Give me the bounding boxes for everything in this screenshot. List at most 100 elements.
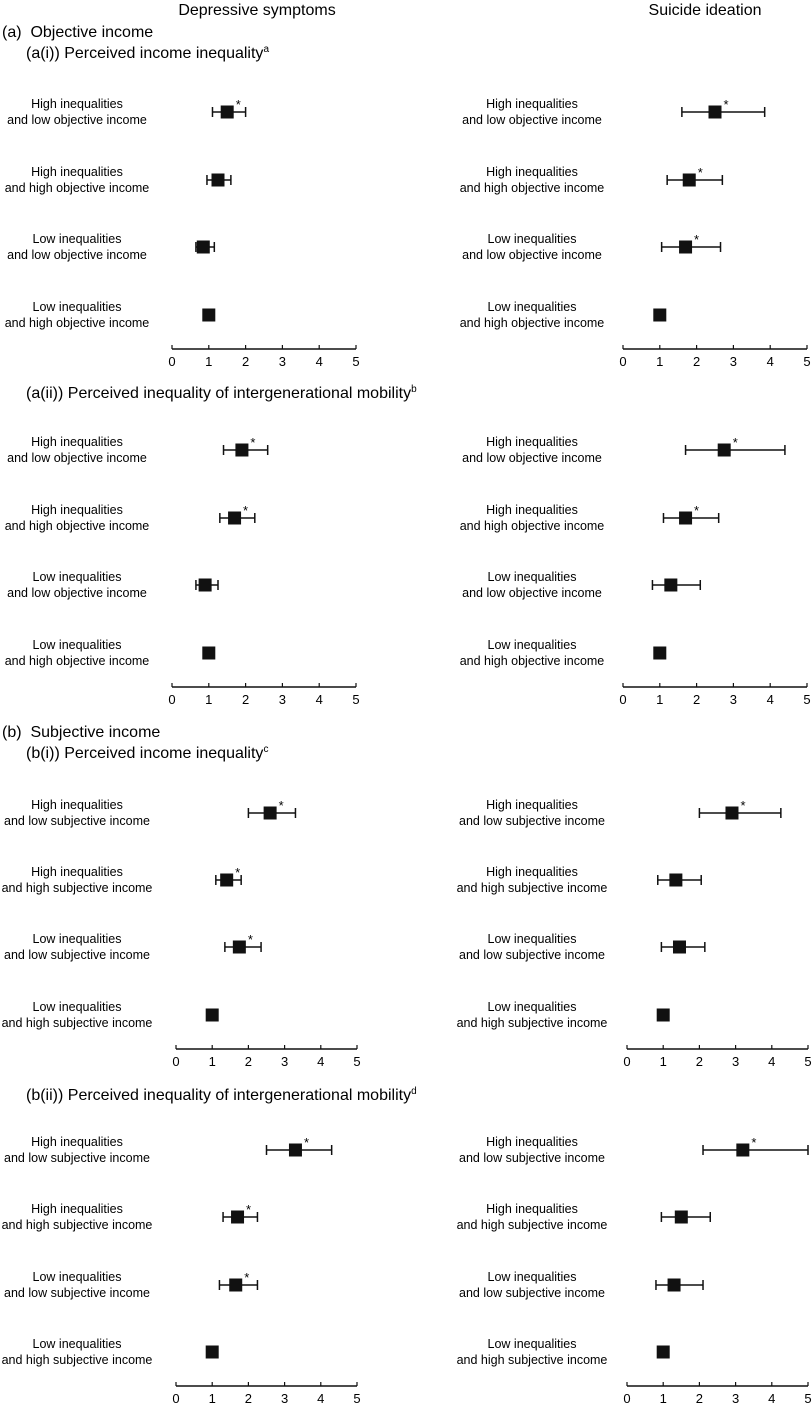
category-label: Low inequalities and low objective income <box>7 232 147 262</box>
category-label-line: and low subjective income <box>4 948 150 962</box>
point-estimate <box>653 308 667 322</box>
x-tick-label: 5 <box>803 354 810 369</box>
point-estimate <box>263 806 277 820</box>
category-label-line: High inequalities <box>486 1202 578 1216</box>
x-tick-label: 0 <box>168 692 175 707</box>
category-label: High inequalities and high objective inco… <box>5 503 150 533</box>
category-label: Low inequalities and high subjective inco… <box>457 1337 608 1367</box>
x-tick-label: 1 <box>209 1391 216 1406</box>
category-label-line: and low objective income <box>462 113 602 127</box>
significance-star: * <box>724 97 729 112</box>
x-tick-label: 2 <box>245 1054 252 1069</box>
category-label-line: High inequalities <box>486 1135 578 1149</box>
x-tick-label: 2 <box>693 354 700 369</box>
x-tick-label: 2 <box>242 354 249 369</box>
x-tick-label: 1 <box>660 1391 667 1406</box>
category-label: Low inequalities and low objective income <box>7 570 147 600</box>
category-label-line: High inequalities <box>486 435 578 449</box>
category-label: Low inequalities and high subjective inco… <box>2 1337 153 1367</box>
category-label-line: and high subjective income <box>457 1218 608 1232</box>
x-tick-label: 1 <box>656 692 663 707</box>
category-label-line: High inequalities <box>31 798 123 812</box>
significance-star: * <box>248 932 253 947</box>
category-label-line: and high objective income <box>5 519 150 533</box>
series-depressive: 0 1 2 3 4 5 High inequalities and low subjectiv… <box>2 798 361 1069</box>
category-label-line: High inequalities <box>31 165 123 179</box>
category-label: Low inequalities and high objective incom… <box>460 638 605 668</box>
x-tick-label: 3 <box>732 1054 739 1069</box>
x-tick-label: 4 <box>317 1391 324 1406</box>
x-tick-label: 3 <box>281 1054 288 1069</box>
x-tick-label: 3 <box>730 354 737 369</box>
category-label: Low inequalities and low subjective incom… <box>459 932 605 962</box>
category-label-line: High inequalities <box>486 503 578 517</box>
x-tick-label: 5 <box>353 1054 360 1069</box>
significance-star: * <box>243 503 248 518</box>
category-label-line: Low inequalities <box>488 932 577 946</box>
category-label-line: High inequalities <box>31 1135 123 1149</box>
category-label-line: and high subjective income <box>2 1218 153 1232</box>
x-tick-label: 0 <box>172 1054 179 1069</box>
x-tick-label: 3 <box>279 354 286 369</box>
x-tick-label: 4 <box>768 1391 775 1406</box>
significance-star: * <box>751 1135 756 1150</box>
category-label: High inequalities and low subjective inco… <box>459 1135 605 1165</box>
point-estimate <box>708 105 722 119</box>
x-tick-label: 5 <box>352 692 359 707</box>
x-tick-label: 2 <box>693 692 700 707</box>
x-tick-label: 5 <box>804 1054 811 1069</box>
category-label: Low inequalities and high objective incom… <box>5 300 150 330</box>
category-label-line: Low inequalities <box>33 1337 122 1351</box>
category-label-line: and high subjective income <box>2 1353 153 1367</box>
category-label-line: High inequalities <box>486 798 578 812</box>
category-label-line: and high subjective income <box>457 1353 608 1367</box>
category-label-line: Low inequalities <box>33 570 122 584</box>
category-label-line: and high objective income <box>5 316 150 330</box>
series-suicide: 0 1 2 3 4 5 High inequalities and low subjectiv… <box>457 1135 812 1406</box>
category-label-line: High inequalities <box>31 1202 123 1216</box>
category-label: High inequalities and high subjective inc… <box>2 865 153 895</box>
point-estimate <box>220 105 234 119</box>
x-tick-label: 1 <box>205 354 212 369</box>
x-tick-label: 3 <box>279 692 286 707</box>
panel-subtitle: (a(i)) Perceived income inequalitya <box>26 44 269 62</box>
category-label-line: High inequalities <box>486 165 578 179</box>
category-label: High inequalities and high objective inco… <box>460 165 605 195</box>
category-label: High inequalities and high objective inco… <box>5 165 150 195</box>
point-estimate <box>682 173 696 187</box>
significance-star: * <box>733 435 738 450</box>
category-label-line: and low subjective income <box>4 814 150 828</box>
panel-subtitle: (a(ii)) Perceived inequality of intergen… <box>26 384 417 402</box>
category-label: High inequalities and high subjective inc… <box>2 1202 153 1232</box>
category-label-line: and low objective income <box>7 113 147 127</box>
category-label: High inequalities and high objective inco… <box>460 503 605 533</box>
category-label: High inequalities and low subjective inco… <box>459 798 605 828</box>
significance-star: * <box>236 97 241 112</box>
category-label-line: Low inequalities <box>33 932 122 946</box>
x-tick-label: 4 <box>316 692 323 707</box>
significance-star: * <box>279 798 284 813</box>
category-label: Low inequalities and low subjective incom… <box>4 1270 150 1300</box>
x-tick-label: 1 <box>656 354 663 369</box>
category-label-line: and low objective income <box>462 248 602 262</box>
category-label-line: and high objective income <box>460 181 605 195</box>
significance-star: * <box>244 1270 249 1285</box>
x-tick-label: 4 <box>767 692 774 707</box>
category-label-line: and low objective income <box>462 451 602 465</box>
category-label-line: and high subjective income <box>457 881 608 895</box>
point-estimate <box>664 578 678 592</box>
category-label-line: and high subjective income <box>2 881 153 895</box>
category-label: High inequalities and low objective incom… <box>7 97 147 127</box>
category-label-line: and low objective income <box>7 586 147 600</box>
category-label-line: and low subjective income <box>459 948 605 962</box>
panel-subtitle: (b(ii)) Perceived inequality of intergen… <box>26 1086 417 1104</box>
category-label: High inequalities and high subjective inc… <box>457 865 608 895</box>
x-tick-label: 1 <box>660 1054 667 1069</box>
category-label-line: Low inequalities <box>33 1270 122 1284</box>
x-tick-label: 2 <box>245 1391 252 1406</box>
point-estimate <box>202 308 216 322</box>
panel-aii: (a(ii)) Perceived inequality of intergen… <box>5 384 811 707</box>
category-label-line: Low inequalities <box>488 1270 577 1284</box>
panels: (a(i)) Perceived income inequalitya 0 1 2 3 4… <box>2 44 812 1406</box>
significance-star: * <box>246 1202 251 1217</box>
